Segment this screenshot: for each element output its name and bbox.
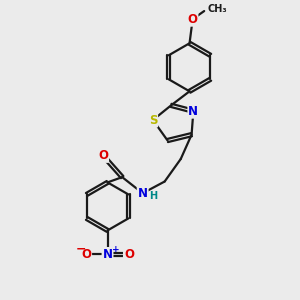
Text: −: −	[76, 243, 86, 256]
Text: O: O	[188, 13, 197, 26]
Text: N: N	[103, 248, 112, 261]
Text: S: S	[149, 113, 157, 127]
Text: O: O	[98, 149, 108, 162]
Text: CH₃: CH₃	[208, 4, 227, 14]
Text: H: H	[149, 190, 157, 201]
Text: O: O	[81, 248, 91, 261]
Text: O: O	[124, 248, 134, 261]
Text: +: +	[112, 245, 120, 254]
Text: N: N	[138, 187, 148, 200]
Text: N: N	[188, 105, 198, 118]
